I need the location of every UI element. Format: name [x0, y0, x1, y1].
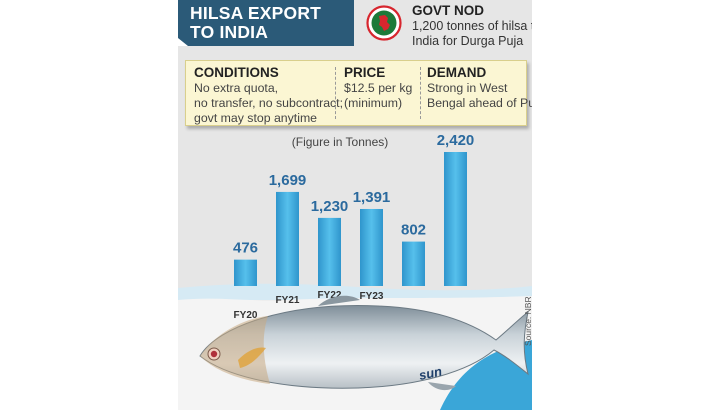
wave-band	[178, 283, 532, 300]
conditions-line-1: No extra quota,	[194, 81, 279, 95]
title-notch	[178, 38, 188, 46]
infographic-panel: HILSA EXPORT TO INDIA GOVT NOD 1,200 ton…	[178, 0, 532, 410]
category-label-fy23: FY23	[360, 291, 384, 302]
price-line-1: $12.5 per kg	[344, 81, 413, 95]
divider-2	[420, 67, 421, 119]
demand-heading: DEMAND	[427, 65, 487, 80]
price-line-2: (minimum)	[344, 96, 403, 110]
title-line-1: HILSA EXPORT	[190, 3, 322, 23]
source-note: Source: NBR	[523, 296, 532, 346]
conditions-box: CONDITIONS No extra quota, no transfer, …	[185, 60, 532, 126]
price-heading: PRICE	[344, 65, 386, 80]
value-label-fy25: 2,420	[437, 132, 475, 149]
bangladesh-emblem-icon	[366, 5, 402, 41]
category-label-fy22: FY22	[318, 290, 342, 301]
artist-credit: sun	[418, 363, 444, 382]
bar-fy21	[276, 191, 299, 286]
demand-line-2: Bengal ahead of Puja	[427, 96, 532, 110]
conditions-heading: CONDITIONS	[194, 65, 279, 80]
bar-fy20	[234, 259, 257, 286]
value-label-fy23: 1,391	[353, 189, 391, 206]
conditions-line-3: govt may stop anytime	[194, 111, 318, 125]
value-label-fy20: 476	[233, 240, 258, 257]
bar-fy25	[444, 152, 467, 286]
conditions-text: No extra quota, no transfer, no subcontr…	[194, 81, 343, 126]
category-label-fy20: FY20	[234, 310, 258, 321]
bar-fy24	[402, 241, 425, 286]
value-label-fy24: 802	[401, 222, 426, 239]
bar-fy22	[318, 217, 341, 286]
price-text: $12.5 per kg (minimum)	[344, 81, 412, 111]
chart-subtitle: (Figure in Tonnes)	[292, 135, 389, 149]
title-box: HILSA EXPORT TO INDIA	[178, 0, 354, 46]
value-label-fy22: 1,230	[311, 198, 349, 215]
govt-nod-text: 1,200 tonnes of hilsa to India for Durga…	[412, 19, 532, 49]
govt-nod-line-2: India for Durga Puja	[412, 34, 524, 48]
conditions-line-2: no transfer, no subcontract;	[194, 96, 344, 110]
divider-1	[335, 67, 336, 119]
bars-group	[234, 152, 467, 286]
category-label-fy21: FY21	[276, 295, 300, 306]
demand-text: Strong in West Bengal ahead of Puja	[427, 81, 532, 111]
bar-fy23	[360, 208, 383, 286]
title-line-2: TO INDIA	[190, 22, 269, 42]
govt-nod-heading: GOVT NOD	[412, 3, 485, 18]
hilsa-fish-illustration	[199, 295, 529, 391]
govt-nod-line-1: 1,200 tonnes of hilsa to	[412, 19, 532, 33]
demand-line-1: Strong in West	[427, 81, 508, 95]
value-label-fy21: 1,699	[269, 172, 307, 189]
